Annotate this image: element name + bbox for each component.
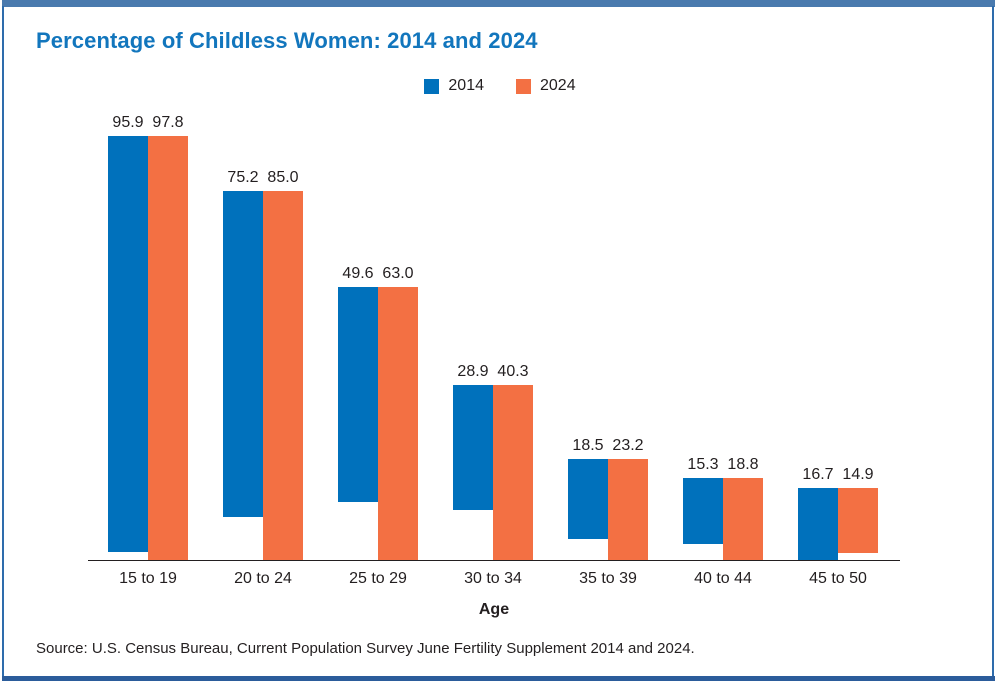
bar-2024: 63.0 (378, 265, 418, 560)
bar-group: 95.9 97.8 (108, 114, 188, 560)
bar-value-label: 75.2 (227, 169, 259, 186)
bar-value-label: 28.9 (457, 363, 489, 380)
bar-value-label: 63.0 (382, 265, 414, 282)
bar-value-label: 16.7 (802, 466, 834, 483)
legend-item-2024: 2024 (516, 77, 576, 95)
bar-value-label: 95.9 (112, 114, 144, 131)
bar-group: 16.7 14.9 (798, 466, 878, 560)
legend-label-2014: 2014 (448, 77, 484, 94)
bar-2024: 14.9 (838, 466, 878, 553)
bar-2014: 75.2 (223, 169, 263, 517)
legend-swatch-2024 (516, 78, 531, 94)
x-axis-tick-labels: 15 to 19 20 to 24 25 to 29 30 to 34 35 to 39… (88, 570, 900, 588)
bars-row: 95.9 97.8 75.2 85.0 49.6 63.0 28.9 40.3 18.5 23.2… (88, 114, 900, 560)
bar-value-label: 85.0 (267, 169, 299, 186)
bar-group: 15.3 18.8 (683, 456, 763, 560)
bar-2014: 18.5 (568, 437, 608, 539)
bar-value-label: 49.6 (342, 265, 374, 282)
bar-2014: 15.3 (683, 456, 723, 544)
chart-title: Percentage of Childless Women: 2014 and … (36, 28, 538, 53)
bar-2014: 49.6 (338, 265, 378, 502)
bar-group: 28.9 40.3 (453, 363, 533, 560)
bar-2014: 28.9 (453, 363, 493, 510)
x-axis-title: Age (478, 601, 510, 618)
x-tick-label: 15 to 19 (119, 570, 177, 587)
bar-group: 18.5 23.2 (568, 437, 648, 560)
bar-value-label: 40.3 (497, 363, 529, 380)
bar-value-label: 14.9 (842, 466, 874, 483)
x-tick-label: 35 to 39 (579, 570, 637, 587)
source-note: Source: U.S. Census Bureau, Current Popu… (36, 640, 695, 657)
x-tick-label: 45 to 50 (809, 570, 867, 587)
bar-2014: 16.7 (798, 466, 838, 560)
bar-value-label: 97.8 (152, 114, 184, 131)
bottom-rule (2, 676, 995, 681)
bar-value-label: 23.2 (612, 437, 644, 454)
x-tick-label: 30 to 34 (464, 570, 522, 587)
top-rule (2, 0, 995, 7)
bar-2024: 23.2 (608, 437, 648, 560)
legend-item-2014: 2014 (424, 77, 484, 95)
x-tick-label: 20 to 24 (234, 570, 292, 587)
bar-2024: 97.8 (148, 114, 188, 560)
bar-group: 75.2 85.0 (223, 169, 303, 560)
bar-2014: 95.9 (108, 114, 148, 552)
legend: 2014 2024 (0, 77, 1000, 95)
legend-label-2024: 2024 (540, 77, 576, 94)
legend-swatch-2014 (424, 78, 440, 94)
bar-group: 49.6 63.0 (338, 265, 418, 560)
bar-value-label: 18.8 (727, 456, 759, 473)
bar-2024: 40.3 (493, 363, 533, 560)
bar-value-label: 15.3 (687, 456, 719, 473)
plot-area: 95.9 97.8 75.2 85.0 49.6 63.0 28.9 40.3 18.5 23.2… (88, 114, 900, 561)
x-tick-label: 40 to 44 (694, 570, 752, 587)
bar-2024: 85.0 (263, 169, 303, 560)
bar-value-label: 18.5 (572, 437, 604, 454)
x-tick-label: 25 to 29 (349, 570, 407, 587)
bar-2024: 18.8 (723, 456, 763, 560)
